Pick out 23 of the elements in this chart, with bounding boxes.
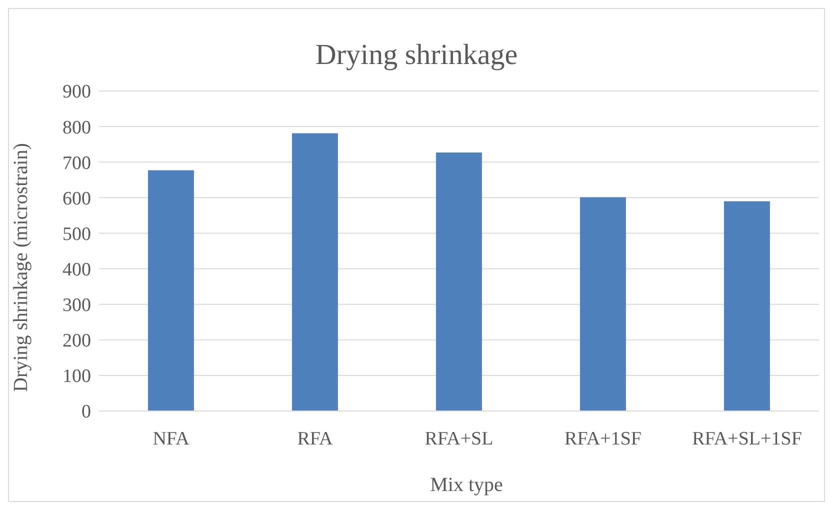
y-tick-label: 200 [62,330,91,352]
y-tick-label: 400 [62,260,91,281]
bar [724,201,770,411]
y-tick-label: 300 [62,295,91,316]
y-axis-title: Drying shrinkage (microstrain) [10,142,32,392]
y-tick-label: 0 [82,402,91,423]
bar [436,152,482,411]
bar [580,197,626,411]
y-tick-label: 500 [62,224,91,245]
x-tick-label: RFA [297,428,334,450]
y-tick-label: 700 [62,152,91,174]
x-tick-label: NFA [152,428,190,450]
x-tick-label: RFA+1SF [564,428,642,450]
x-axis-title: Mix type [429,474,504,497]
y-tick-label: 100 [62,366,91,388]
bar [148,170,194,411]
y-tick-label: 800 [62,117,91,138]
bar [292,133,338,411]
y-tick-label: 600 [62,188,91,210]
x-tick-label: RFA+SL [424,428,494,450]
chart-title: Drying shrinkage [314,39,519,72]
y-tick-label: 900 [62,82,91,103]
x-tick-label: RFA+SL+1SF [692,428,802,450]
